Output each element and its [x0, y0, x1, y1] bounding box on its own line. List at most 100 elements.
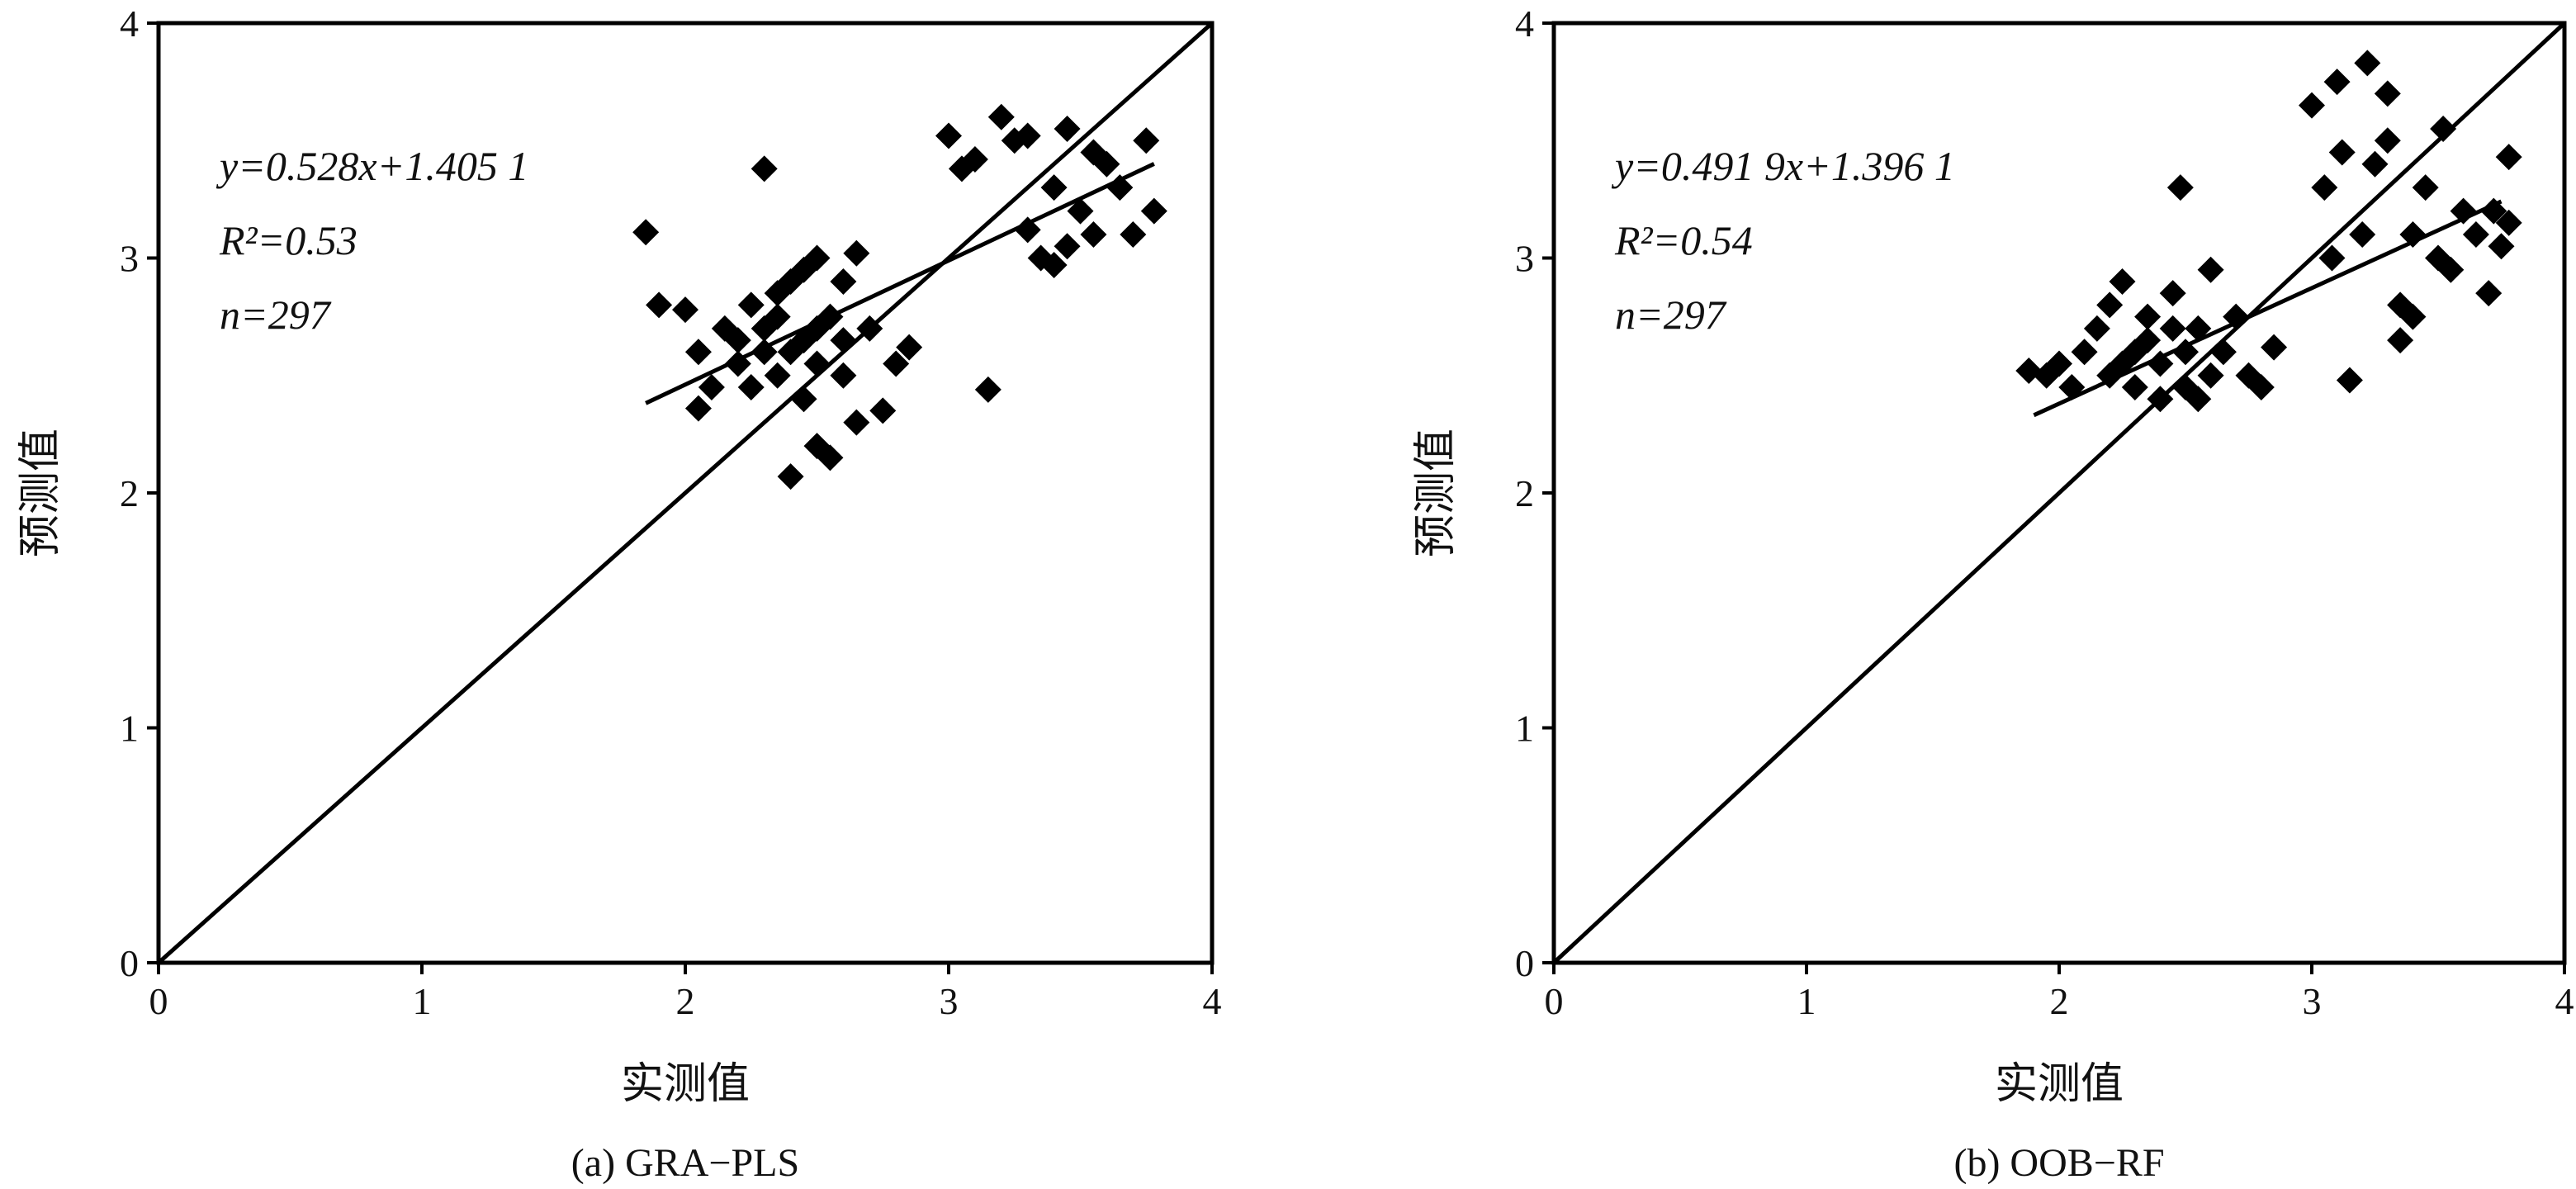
point	[2159, 280, 2186, 307]
point	[1014, 122, 1041, 149]
point	[2083, 315, 2110, 342]
point	[2349, 221, 2376, 249]
chart: 0 1 2 3 4 0 1 2 3 4 y=0.491 9x+1.396 1 R²=0.54 n=297…	[1413, 2, 2574, 1185]
point	[2134, 303, 2162, 330]
point	[869, 397, 897, 424]
point	[2374, 127, 2401, 154]
point	[2185, 386, 2212, 413]
point	[1133, 127, 1160, 154]
point	[830, 268, 857, 295]
point	[751, 155, 778, 182]
annotation: y=0.491 9x+1.396 1	[1611, 143, 1955, 189]
point	[2328, 139, 2356, 166]
x-tick-label: 1	[1797, 980, 1816, 1022]
point	[2480, 197, 2507, 225]
point	[2172, 339, 2199, 366]
point	[2166, 174, 2194, 201]
x-tick-label: 3	[2303, 980, 2322, 1022]
point	[2147, 350, 2174, 377]
point	[896, 334, 923, 361]
point	[1040, 174, 1068, 201]
y-tick-label: 4	[120, 2, 139, 45]
point	[856, 315, 883, 342]
point	[751, 315, 778, 342]
point	[2311, 174, 2338, 201]
point	[2495, 209, 2522, 236]
point	[2159, 315, 2186, 342]
point	[2361, 150, 2389, 178]
point	[2336, 367, 2363, 394]
point	[790, 386, 817, 413]
x-tick-label: 4	[2555, 980, 2574, 1022]
point	[2197, 362, 2224, 389]
x-tick-label: 4	[1203, 980, 1222, 1022]
point	[2354, 50, 2381, 77]
point	[1014, 216, 1041, 244]
point	[843, 239, 870, 267]
point	[803, 315, 831, 342]
y-axis-label: 预测值	[17, 429, 64, 557]
annotation: n=297	[1615, 291, 1727, 338]
x-tick-label: 3	[940, 980, 959, 1022]
point	[1054, 116, 1081, 143]
point	[935, 122, 962, 149]
point	[2134, 327, 2162, 354]
y-tick-label: 0	[1515, 942, 1534, 984]
point	[961, 146, 988, 173]
y-tick-label: 3	[1515, 238, 1534, 280]
point	[737, 291, 765, 319]
point	[1140, 197, 1167, 225]
point	[2323, 69, 2351, 96]
point	[987, 103, 1015, 130]
point	[790, 256, 817, 283]
point	[777, 463, 804, 490]
point	[684, 395, 712, 422]
fit-line	[2033, 199, 2503, 418]
x-tick-label: 2	[676, 980, 695, 1022]
point	[2299, 92, 2325, 119]
annotation: R²=0.54	[1614, 217, 1753, 263]
x-axis-label: 实测值	[1995, 1061, 2124, 1108]
point	[632, 219, 660, 246]
point	[2387, 327, 2414, 354]
point	[2430, 116, 2457, 143]
point	[2071, 339, 2098, 366]
point	[974, 376, 1002, 403]
y-axis-label: 预测值	[1413, 429, 1460, 557]
point	[2121, 373, 2148, 400]
point	[1054, 233, 1081, 260]
point	[2247, 373, 2275, 400]
caption: (a) GRA−PLS	[571, 1141, 799, 1185]
point	[646, 291, 673, 319]
point	[2109, 268, 2136, 295]
y-tick-label: 1	[1515, 708, 1534, 750]
fit-line	[645, 162, 1155, 405]
point	[817, 444, 844, 471]
point	[777, 339, 804, 366]
y-tick-label: 2	[120, 472, 139, 514]
point	[2374, 80, 2401, 107]
y-tick-label: 1	[120, 708, 139, 750]
point	[2318, 244, 2346, 272]
point	[1040, 252, 1068, 279]
y-tick-label: 3	[120, 238, 139, 280]
point	[764, 362, 791, 389]
point	[2488, 233, 2515, 260]
annotation: R²=0.53	[219, 217, 358, 263]
point	[803, 350, 831, 377]
point	[2437, 256, 2465, 283]
annotation: n=297	[220, 291, 332, 338]
point	[737, 373, 765, 400]
identity-line	[157, 21, 1214, 964]
point	[843, 409, 870, 436]
x-axis-label: 实测值	[621, 1061, 750, 1108]
chart: 0 1 2 3 4 0 1 2 3 4 y=0.528x+1.405 1 R²=0.53 n=297 实测…	[17, 2, 1222, 1185]
point	[2412, 174, 2439, 201]
caption: (b) OOB−RF	[1953, 1141, 2164, 1185]
x-tick-label: 0	[1545, 980, 1564, 1022]
point	[2399, 221, 2427, 249]
y-tick-label: 0	[120, 942, 139, 984]
identity-line	[1552, 21, 2566, 964]
